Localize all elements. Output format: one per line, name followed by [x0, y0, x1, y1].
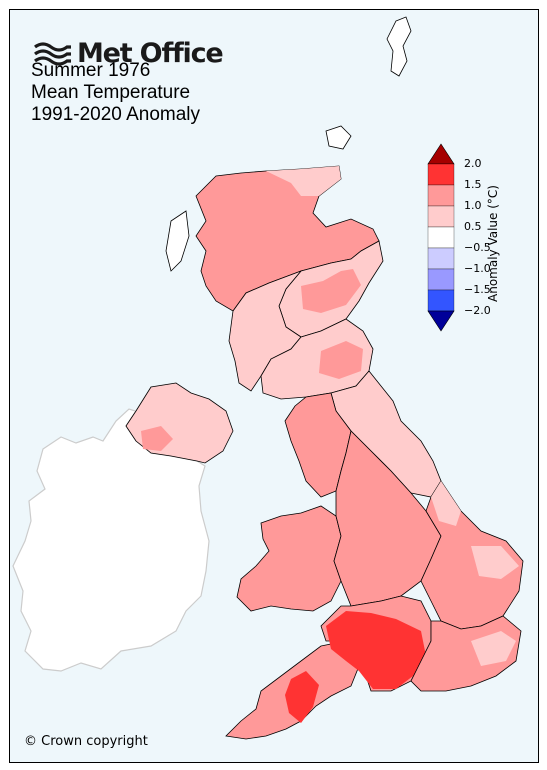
colorbar-tick-label: −1.0 [464, 262, 491, 275]
region-northern-scotland-pale [266, 166, 341, 196]
region-south-east-england-pale [471, 631, 516, 666]
colorbar-tick-label: −1.5 [464, 283, 491, 296]
island-orkney [325, 125, 352, 150]
map-frame: Met Office Summer 1976 Mean Temperature … [9, 9, 539, 763]
colorbar-band [427, 184, 455, 207]
colorbar-tick-label: −0.5 [464, 241, 491, 254]
colorbar-band [427, 289, 455, 312]
colorbar [427, 143, 455, 332]
region-eastern-scotland-inner [301, 269, 361, 313]
colorbar-tick-label: 2.0 [464, 157, 482, 170]
region-east-anglia-pale [471, 546, 519, 579]
title-baseline: 1991-2020 Anomaly [31, 104, 201, 125]
region-east-anglia-pale-2 [431, 481, 461, 526]
colorbar-tick-label: 1.0 [464, 199, 482, 212]
colorbar-band [427, 226, 455, 249]
colorbar-top-triangle [427, 143, 455, 165]
colorbar-band [427, 163, 455, 186]
colorbar-band [427, 268, 455, 291]
ireland-landmass [12, 382, 210, 672]
colorbar-bottom-triangle [427, 310, 455, 332]
title-variable: Mean Temperature [31, 82, 191, 103]
met-office-wave-icon [34, 41, 71, 66]
region-northern-ireland-inner [141, 426, 173, 451]
region-north-west-england [284, 392, 352, 498]
colorbar-tick-label: −2.0 [464, 304, 491, 317]
logo-text: Met Office [77, 38, 224, 69]
uk-anomaly-map [12, 16, 524, 740]
colorbar-title: Anomaly Value (°C) [486, 185, 500, 302]
copyright-notice: © Crown copyright [24, 734, 148, 749]
met-office-logo: Met Office [33, 38, 224, 69]
title-period: Summer 1976 [31, 60, 151, 81]
island-shetland [386, 16, 412, 77]
region-south-west-england-hot [285, 671, 319, 723]
colorbar-tick-label: 1.5 [464, 178, 482, 191]
colorbar-band [427, 247, 455, 270]
region-southern-scotland-inner [319, 341, 363, 379]
region-southern-england-hot [326, 611, 426, 689]
region-wales [236, 505, 342, 612]
colorbar-tick-label: 0.5 [464, 220, 482, 233]
colorbar-band [427, 205, 455, 228]
island-hebrides [165, 210, 190, 272]
